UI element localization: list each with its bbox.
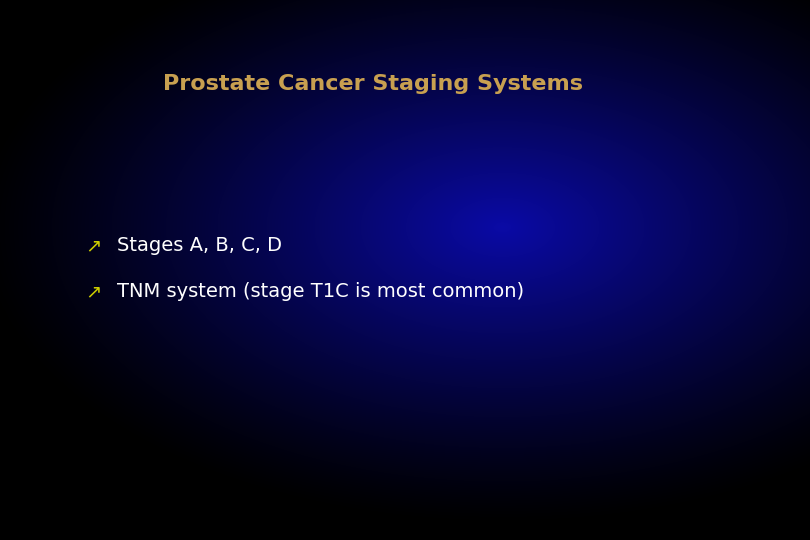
Text: Prostate Cancer Staging Systems: Prostate Cancer Staging Systems bbox=[163, 73, 582, 94]
Text: TNM system (stage T1C is most common): TNM system (stage T1C is most common) bbox=[117, 282, 525, 301]
Text: Stages A, B, C, D: Stages A, B, C, D bbox=[117, 236, 283, 255]
Text: ↗: ↗ bbox=[85, 236, 101, 255]
Text: ↗: ↗ bbox=[85, 282, 101, 301]
